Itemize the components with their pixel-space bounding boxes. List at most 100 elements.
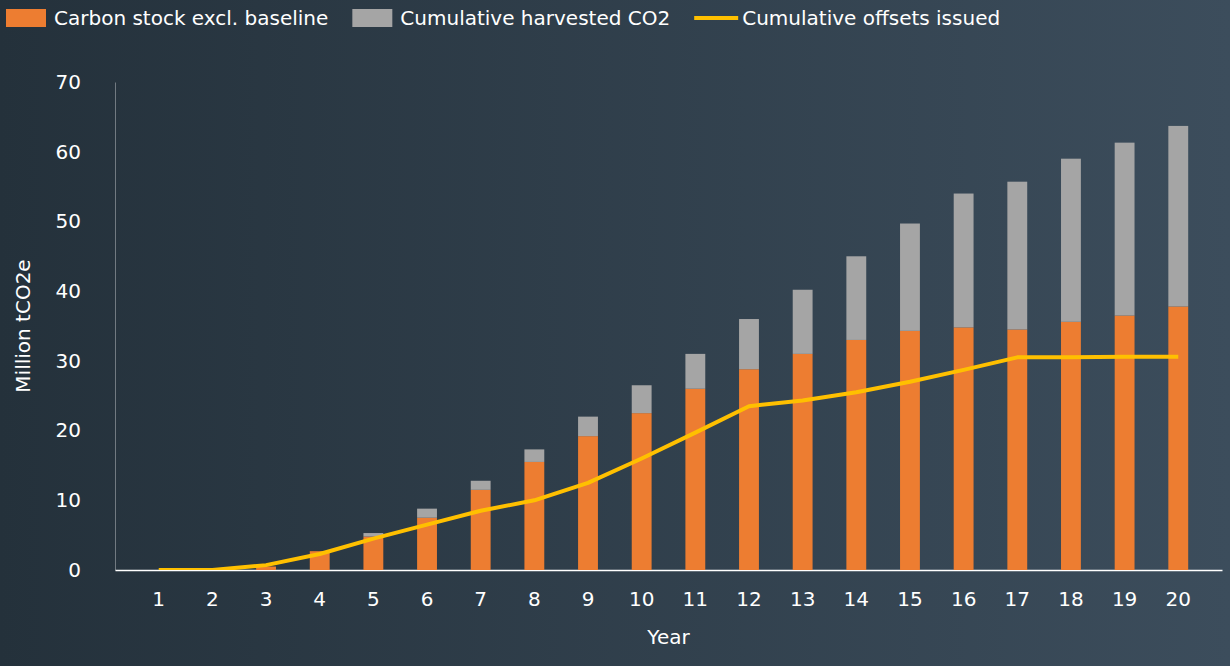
x-tick-label: 16 [951,587,976,611]
bar [1061,159,1081,322]
x-tick: 13 [790,570,815,611]
x-axis-line [116,570,1223,572]
x-tick: 4 [313,570,326,611]
bar [1168,126,1188,307]
y-tick: 0 [68,558,115,582]
legend: Carbon stock excl. baseline Cumulative ha… [6,6,1000,30]
x-axis: 1234567891011121314151617181920 [116,570,1223,611]
x-tick-label: 13 [790,587,815,611]
bar [739,319,759,369]
x-tick-label: 3 [260,587,273,611]
bar [900,331,920,570]
bar [578,436,598,570]
bar [900,224,920,331]
legend-item: Cumulative offsets issued [694,6,1000,30]
y-tick: 40 [56,279,115,303]
bar [578,417,598,437]
bar [632,413,652,570]
legend-label: Cumulative offsets issued [742,6,1000,30]
x-tick-label: 4 [313,587,326,611]
x-tick: 8 [528,570,541,611]
x-tick-label: 6 [421,587,434,611]
y-tick: 20 [56,418,115,442]
bar [846,340,866,570]
x-tick: 6 [421,570,434,611]
y-tick: 30 [56,349,115,373]
x-tick-label: 10 [629,587,654,611]
x-tick: 15 [897,570,922,611]
y-axis-line [115,83,116,571]
chart: 0102030405060701234567891011121314151617… [0,0,1230,666]
bar [1007,182,1027,330]
bar [685,389,705,570]
x-tick: 5 [367,570,380,611]
x-tick-label: 5 [367,587,380,611]
x-tick: 18 [1058,570,1083,611]
legend-swatch [694,16,738,20]
x-tick-label: 8 [528,587,541,611]
y-tick-label: 60 [56,140,81,164]
x-tick: 12 [736,570,761,611]
bar [1007,329,1027,570]
x-tick: 7 [474,570,487,611]
x-tick: 10 [629,570,654,611]
y-tick: 10 [56,488,115,512]
y-tick: 50 [56,209,115,233]
bar [1115,316,1135,570]
bar [1115,143,1135,316]
x-tick: 9 [582,570,595,611]
x-tick-label: 1 [152,587,165,611]
legend-item: Carbon stock excl. baseline [6,6,328,30]
legend-swatch [352,9,392,27]
y-tick-label: 0 [68,558,81,582]
x-tick: 1 [152,570,165,611]
bar [471,481,491,490]
x-tick-label: 18 [1058,587,1083,611]
legend-item: Cumulative harvested CO2 [352,6,670,30]
bar [954,194,974,328]
x-tick-label: 11 [683,587,708,611]
legend-swatch [6,9,46,27]
bar [739,369,759,570]
y-tick: 60 [56,140,115,164]
x-tick: 20 [1166,570,1191,611]
y-tick-label: 30 [56,349,81,373]
y-tick: 70 [56,70,115,94]
x-tick-label: 19 [1112,587,1137,611]
legend-label: Carbon stock excl. baseline [54,6,328,30]
y-tick-label: 50 [56,209,81,233]
x-tick: 17 [1005,570,1030,611]
bar-series [256,306,1188,570]
x-axis-title: Year [646,625,690,649]
y-tick-label: 20 [56,418,81,442]
y-axis-title: Million tCO2e [11,259,35,392]
bar [793,354,813,570]
bar-series [363,126,1188,537]
x-tick: 16 [951,570,976,611]
x-tick: 3 [260,570,273,611]
x-tick: 14 [844,570,869,611]
x-tick: 2 [206,570,219,611]
x-tick-label: 20 [1166,587,1191,611]
x-tick-label: 2 [206,587,219,611]
x-tick: 19 [1112,570,1137,611]
x-tick: 11 [683,570,708,611]
x-tick-label: 17 [1005,587,1030,611]
plot-area [159,126,1188,570]
x-tick-label: 15 [897,587,922,611]
bar [793,290,813,354]
x-tick-label: 7 [474,587,487,611]
x-tick-label: 12 [736,587,761,611]
bar [846,256,866,340]
line [159,357,1179,570]
background [0,0,1230,666]
bar [632,385,652,413]
bar [524,462,544,570]
x-tick-label: 14 [844,587,869,611]
y-axis: 0 10 20 30 40 50 60 70 [56,70,116,582]
legend-label: Cumulative harvested CO2 [400,6,670,30]
y-tick-label: 40 [56,279,81,303]
x-tick-label: 9 [582,587,595,611]
bar [954,327,974,570]
y-tick-label: 10 [56,488,81,512]
